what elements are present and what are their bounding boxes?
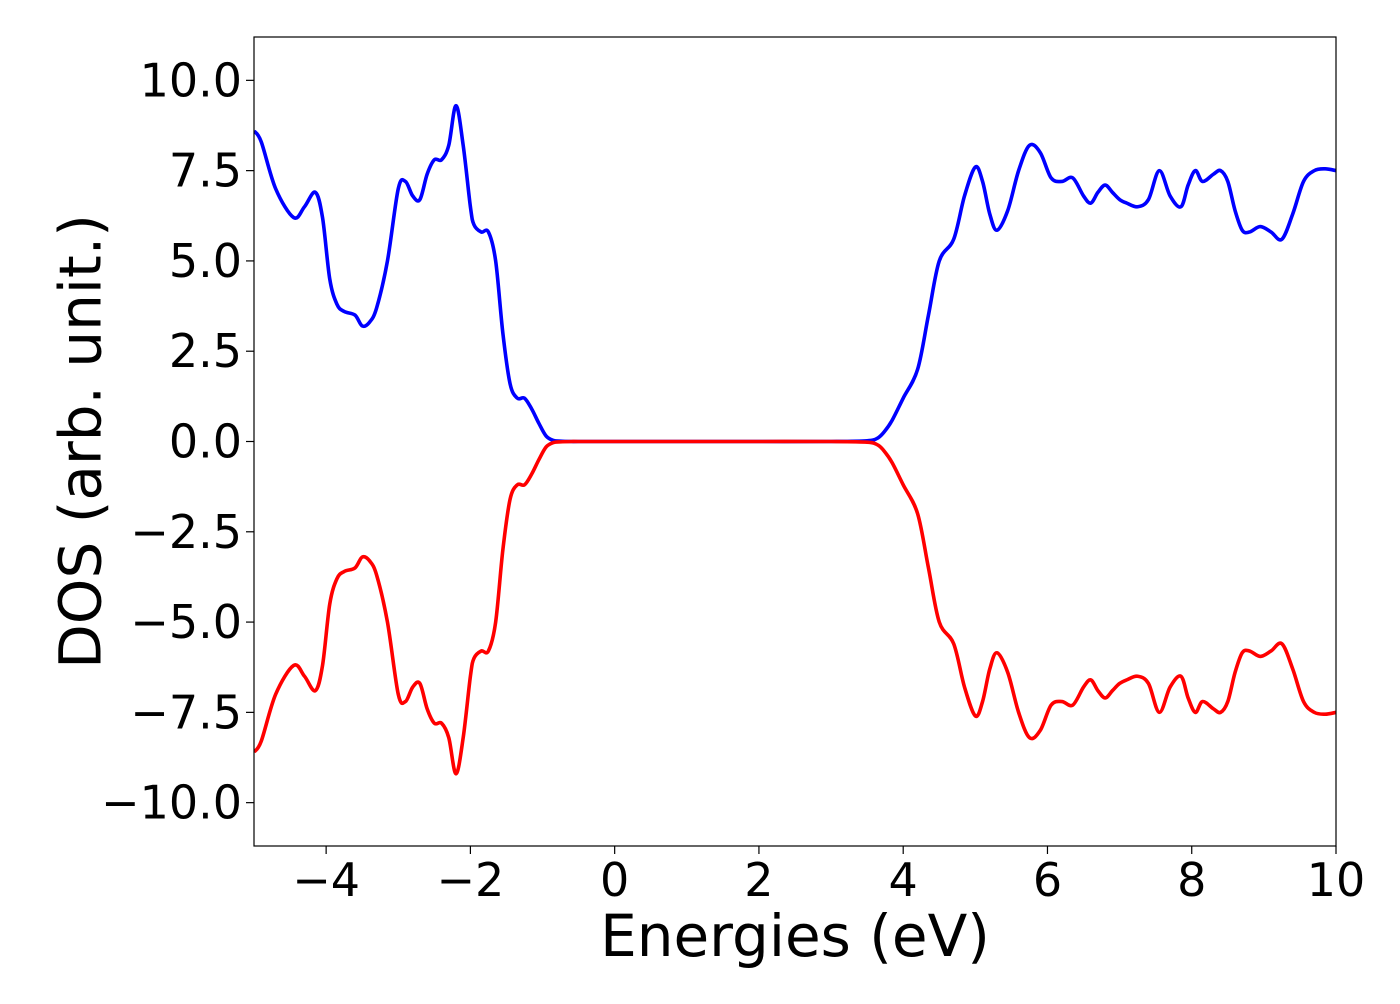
x-tick-label: 6 <box>1033 853 1062 907</box>
x-tick-label: 0 <box>600 853 629 907</box>
y-tick-label: −5.0 <box>130 595 242 649</box>
dos-spin-up-line <box>254 103 1336 444</box>
y-axis-label: DOS (arb. unit.) <box>46 214 114 669</box>
x-tick-label: 8 <box>1177 853 1206 907</box>
dos-spin-down-line <box>254 439 1336 776</box>
y-tick-label: −7.5 <box>130 685 242 739</box>
x-tick-label: −2 <box>436 853 504 907</box>
y-tick-label: 2.5 <box>169 324 242 378</box>
y-tick-label: −2.5 <box>130 505 242 559</box>
tick-layer: −4 −2 0 2 4 6 8 10 10.0 7.5 5.0 2.5 0.0 −2.5 −5.0 −7.5 −… <box>101 53 1365 907</box>
y-tick-label: 0.0 <box>169 415 242 469</box>
x-tick-label: 4 <box>889 853 918 907</box>
y-tick-label: 10.0 <box>140 53 242 107</box>
x-tick-label: 10 <box>1307 853 1366 907</box>
x-tick-label: 2 <box>744 853 773 907</box>
y-tick-label: −10.0 <box>101 776 242 830</box>
x-axis-label: Energies (eV) <box>600 902 990 970</box>
y-tick-label: 7.5 <box>169 144 242 198</box>
x-tick-label: −4 <box>292 853 360 907</box>
y-tick-label: 5.0 <box>169 234 242 288</box>
series-layer <box>254 103 1336 776</box>
